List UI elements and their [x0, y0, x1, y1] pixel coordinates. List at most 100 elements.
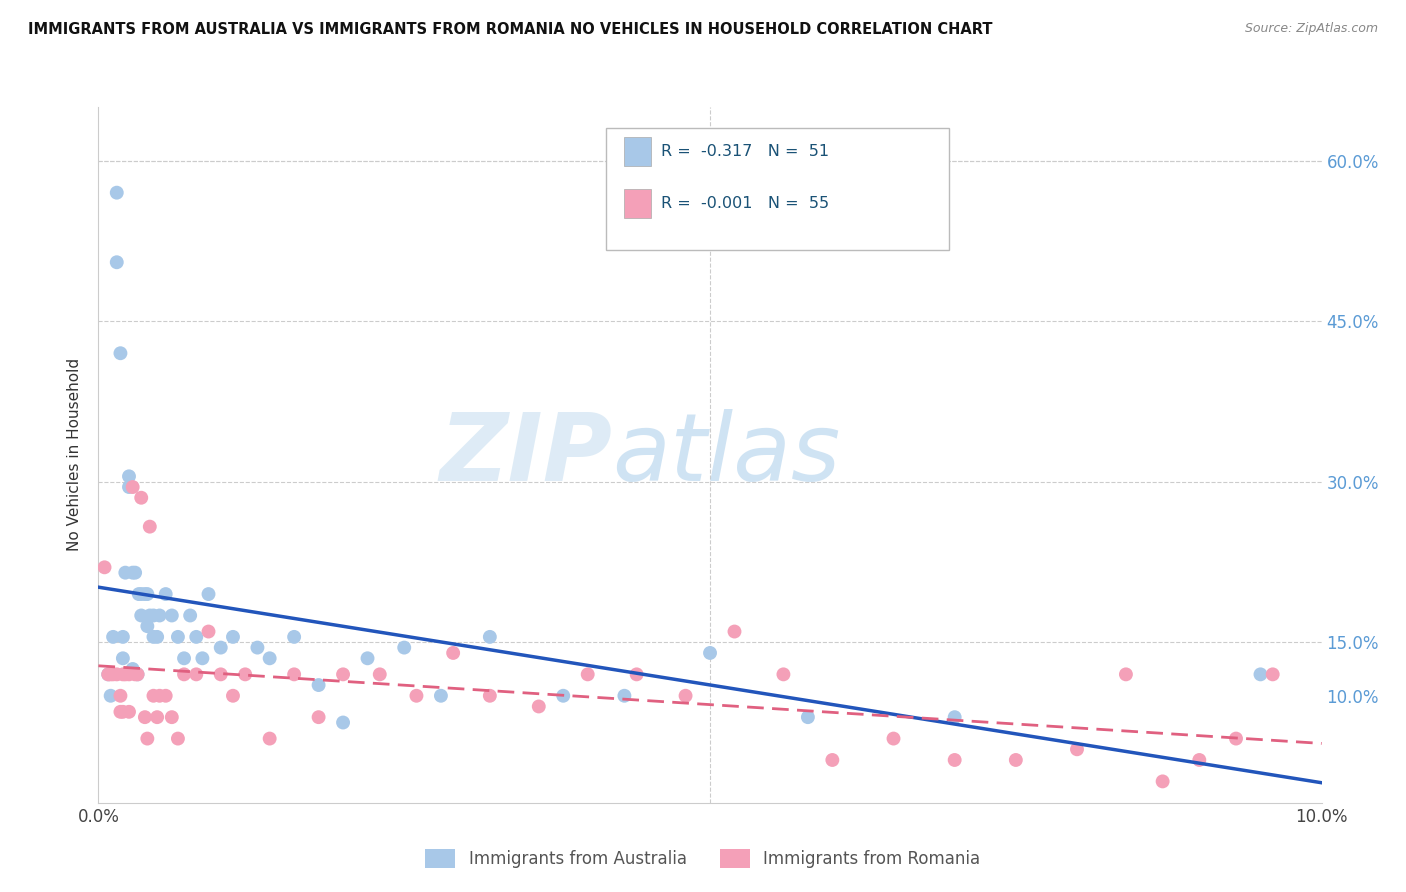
- Point: [772, 667, 794, 681]
- Point: [110, 346, 132, 360]
- Point: [118, 480, 141, 494]
- Point: [209, 640, 232, 655]
- Point: [368, 667, 391, 681]
- Point: [675, 689, 697, 703]
- Point: [1152, 774, 1174, 789]
- Point: [93, 560, 115, 574]
- Point: [332, 667, 354, 681]
- Point: [1066, 742, 1088, 756]
- Point: [149, 608, 172, 623]
- Point: [136, 619, 159, 633]
- Text: R =  -0.001   N =  55: R = -0.001 N = 55: [661, 196, 830, 211]
- Point: [97, 667, 120, 681]
- Point: [173, 667, 195, 681]
- Point: [142, 630, 165, 644]
- Point: [127, 667, 149, 681]
- Point: [167, 630, 190, 644]
- Point: [553, 689, 575, 703]
- Point: [110, 705, 132, 719]
- Point: [332, 715, 354, 730]
- Point: [134, 710, 156, 724]
- Point: [136, 731, 159, 746]
- Point: [155, 587, 177, 601]
- Point: [128, 587, 150, 601]
- Point: [124, 566, 146, 580]
- Point: [160, 710, 183, 724]
- Point: [100, 667, 122, 681]
- Point: [699, 646, 721, 660]
- Point: [209, 667, 232, 681]
- Point: [114, 566, 136, 580]
- Point: [167, 731, 190, 746]
- Point: [613, 689, 636, 703]
- Point: [197, 587, 219, 601]
- Text: R =  -0.317   N =  51: R = -0.317 N = 51: [661, 145, 830, 159]
- Text: atlas: atlas: [612, 409, 841, 500]
- Point: [105, 667, 128, 681]
- Text: IMMIGRANTS FROM AUSTRALIA VS IMMIGRANTS FROM ROMANIA NO VEHICLES IN HOUSEHOLD CO: IMMIGRANTS FROM AUSTRALIA VS IMMIGRANTS …: [28, 22, 993, 37]
- Point: [118, 667, 141, 681]
- Point: [146, 630, 169, 644]
- Point: [233, 667, 256, 681]
- Point: [197, 624, 219, 639]
- Point: [118, 705, 141, 719]
- Point: [821, 753, 844, 767]
- Point: [308, 678, 330, 692]
- Point: [723, 624, 745, 639]
- Legend: Immigrants from Australia, Immigrants from Romania: Immigrants from Australia, Immigrants fr…: [419, 842, 987, 875]
- Point: [129, 491, 152, 505]
- Point: [134, 587, 156, 601]
- Point: [114, 667, 136, 681]
- Point: [121, 480, 143, 494]
- Point: [139, 519, 162, 533]
- Point: [405, 689, 427, 703]
- Point: [160, 608, 183, 623]
- Point: [576, 667, 599, 681]
- Point: [943, 710, 966, 724]
- Point: [626, 667, 648, 681]
- Point: [101, 667, 124, 681]
- Bar: [624, 189, 651, 219]
- Point: [259, 731, 281, 746]
- Point: [943, 753, 966, 767]
- Point: [246, 640, 269, 655]
- Y-axis label: No Vehicles in Household: No Vehicles in Household: [67, 359, 83, 551]
- Point: [129, 587, 152, 601]
- Point: [105, 186, 128, 200]
- Text: ZIP: ZIP: [439, 409, 612, 501]
- Point: [97, 667, 120, 681]
- Point: [430, 689, 453, 703]
- Point: [173, 651, 195, 665]
- Point: [222, 630, 245, 644]
- Point: [111, 667, 134, 681]
- Point: [101, 630, 124, 644]
- Point: [111, 705, 134, 719]
- Point: [186, 630, 208, 644]
- Point: [129, 608, 152, 623]
- Point: [111, 630, 134, 644]
- Point: [1261, 667, 1284, 681]
- Point: [1249, 667, 1271, 681]
- Point: [179, 608, 201, 623]
- FancyBboxPatch shape: [606, 128, 949, 250]
- Point: [142, 689, 165, 703]
- Point: [127, 667, 149, 681]
- Point: [797, 710, 820, 724]
- Point: [441, 646, 464, 660]
- Point: [142, 608, 165, 623]
- Point: [259, 651, 281, 665]
- Point: [356, 651, 378, 665]
- Point: [111, 651, 134, 665]
- Point: [124, 667, 146, 681]
- Point: [110, 689, 132, 703]
- Point: [283, 667, 305, 681]
- Point: [883, 731, 905, 746]
- Point: [1225, 731, 1247, 746]
- Point: [392, 640, 416, 655]
- Point: [105, 255, 128, 269]
- Point: [283, 630, 305, 644]
- Text: Source: ZipAtlas.com: Source: ZipAtlas.com: [1244, 22, 1378, 36]
- Point: [478, 689, 501, 703]
- Point: [146, 710, 169, 724]
- Point: [149, 689, 172, 703]
